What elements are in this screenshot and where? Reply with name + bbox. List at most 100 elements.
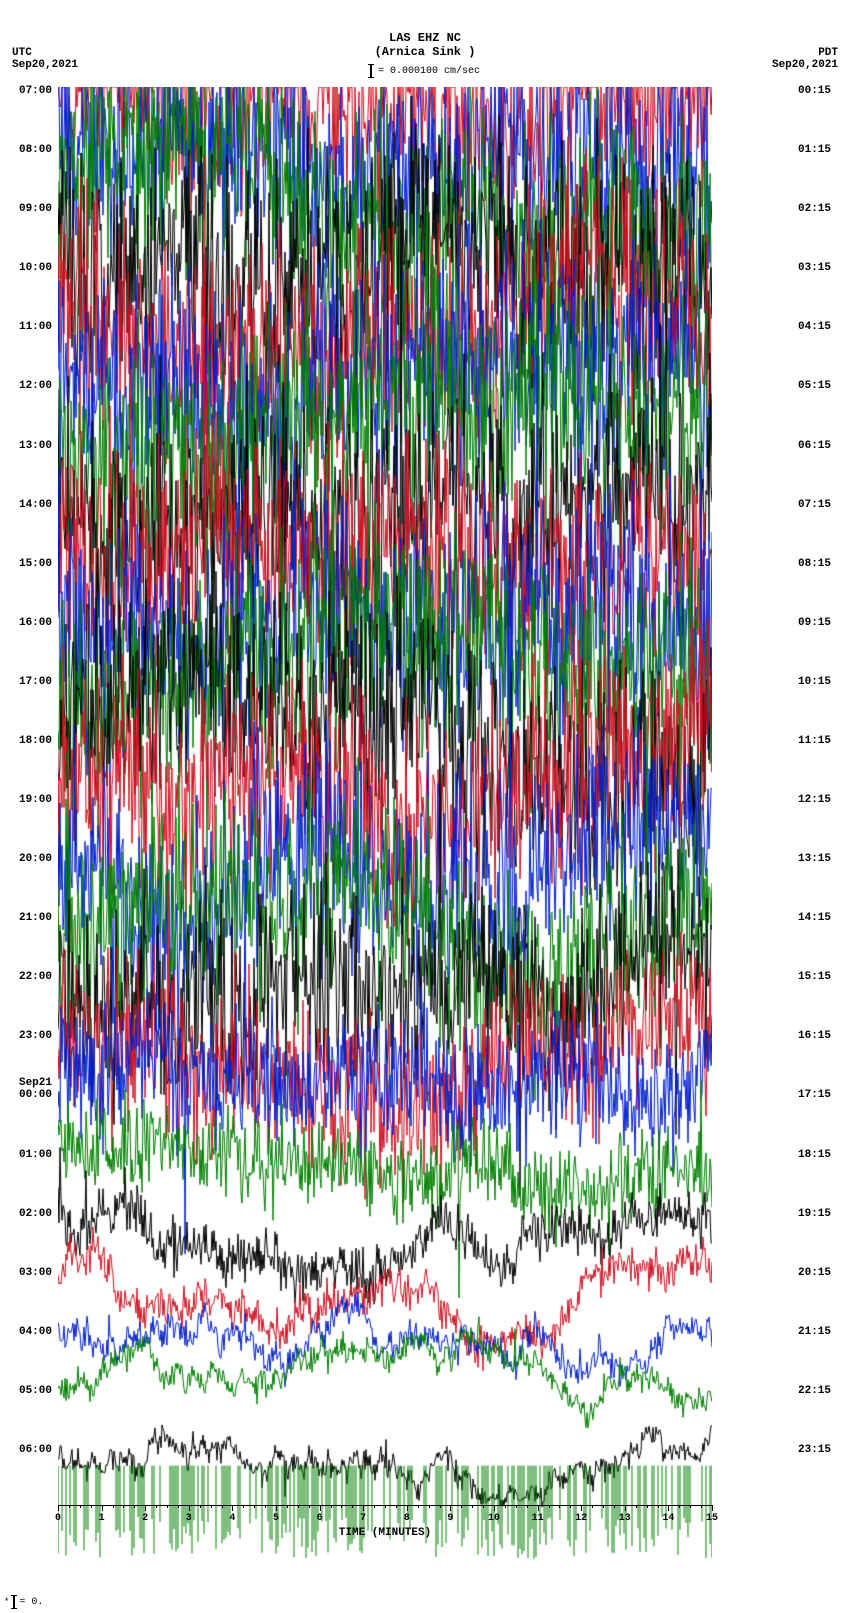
left-time-label: 04:00 bbox=[19, 1326, 52, 1338]
right-time-label: 20:15 bbox=[798, 1267, 831, 1279]
seismogram-canvas bbox=[58, 87, 712, 1605]
left-time-label: 00:00 bbox=[19, 1089, 52, 1101]
x-major-tick bbox=[189, 1505, 190, 1511]
left-time-label: 09:00 bbox=[19, 203, 52, 215]
right-time-label: 02:15 bbox=[798, 203, 831, 215]
x-major-tick bbox=[232, 1505, 233, 1511]
x-minor-tick bbox=[113, 1505, 114, 1508]
left-time-label: 19:00 bbox=[19, 794, 52, 806]
seismogram-plot bbox=[58, 87, 712, 1505]
left-time-label: 07:00 bbox=[19, 85, 52, 97]
x-tick-label: 0 bbox=[55, 1513, 61, 1524]
x-tick-label: 15 bbox=[706, 1513, 718, 1524]
right-time-label: 22:15 bbox=[798, 1385, 831, 1397]
right-time-label: 00:15 bbox=[798, 85, 831, 97]
right-time-label: 06:15 bbox=[798, 440, 831, 452]
x-minor-tick bbox=[570, 1505, 571, 1508]
x-major-tick bbox=[320, 1505, 321, 1511]
x-minor-tick bbox=[91, 1505, 92, 1508]
right-time-label: 21:15 bbox=[798, 1326, 831, 1338]
x-tick-label: 11 bbox=[532, 1513, 544, 1524]
x-tick-label: 9 bbox=[447, 1513, 453, 1524]
tz-left-date: Sep20,2021 bbox=[12, 59, 78, 71]
x-minor-tick bbox=[156, 1505, 157, 1508]
x-tick-label: 6 bbox=[317, 1513, 323, 1524]
left-time-label: 11:00 bbox=[19, 321, 52, 333]
x-tick-label: 1 bbox=[99, 1513, 105, 1524]
x-minor-tick bbox=[200, 1505, 201, 1508]
tz-left-block: UTC Sep20,2021 bbox=[12, 47, 78, 71]
x-minor-tick bbox=[243, 1505, 244, 1508]
x-major-tick bbox=[581, 1505, 582, 1511]
right-time-label: 09:15 bbox=[798, 617, 831, 629]
left-time-label: 10:00 bbox=[19, 262, 52, 274]
footer-scale: * = 0. bbox=[4, 1595, 43, 1609]
x-minor-tick bbox=[222, 1505, 223, 1508]
x-minor-tick bbox=[331, 1505, 332, 1508]
x-minor-tick bbox=[134, 1505, 135, 1508]
x-minor-tick bbox=[352, 1505, 353, 1508]
x-tick-label: 2 bbox=[142, 1513, 148, 1524]
x-minor-tick bbox=[658, 1505, 659, 1508]
left-time-label: 15:00 bbox=[19, 558, 52, 570]
x-minor-tick bbox=[701, 1505, 702, 1508]
x-tick-label: 13 bbox=[619, 1513, 631, 1524]
left-time-label: 08:00 bbox=[19, 144, 52, 156]
x-minor-tick bbox=[592, 1505, 593, 1508]
tz-right-date: Sep20,2021 bbox=[772, 59, 838, 71]
right-time-label: 18:15 bbox=[798, 1149, 831, 1161]
station-name: (Arnica Sink ) bbox=[375, 45, 476, 59]
x-minor-tick bbox=[309, 1505, 310, 1508]
right-time-label: 08:15 bbox=[798, 558, 831, 570]
x-axis-title: TIME (MINUTES) bbox=[339, 1527, 431, 1539]
x-major-tick bbox=[58, 1505, 59, 1511]
scale-text: = 0.000100 cm/sec bbox=[378, 66, 480, 77]
x-minor-tick bbox=[418, 1505, 419, 1508]
x-minor-tick bbox=[636, 1505, 637, 1508]
right-time-label: 13:15 bbox=[798, 853, 831, 865]
left-time-label: 16:00 bbox=[19, 617, 52, 629]
x-tick-label: 7 bbox=[360, 1513, 366, 1524]
footer-scale-text: = 0. bbox=[19, 1597, 43, 1608]
left-time-label: 14:00 bbox=[19, 499, 52, 511]
x-major-tick bbox=[450, 1505, 451, 1511]
x-axis: TIME (MINUTES) 0123456789101112131415 bbox=[58, 1505, 712, 1565]
x-minor-tick bbox=[440, 1505, 441, 1508]
x-minor-tick bbox=[167, 1505, 168, 1508]
x-major-tick bbox=[538, 1505, 539, 1511]
right-time-label: 17:15 bbox=[798, 1089, 831, 1101]
x-minor-tick bbox=[603, 1505, 604, 1508]
x-tick-label: 12 bbox=[575, 1513, 587, 1524]
x-tick-label: 10 bbox=[488, 1513, 500, 1524]
left-time-label: 21:00 bbox=[19, 912, 52, 924]
left-time-label: 20:00 bbox=[19, 853, 52, 865]
left-time-label: 05:00 bbox=[19, 1385, 52, 1397]
right-time-axis: 00:1501:1502:1503:1504:1505:1506:1507:15… bbox=[794, 87, 850, 1505]
x-minor-tick bbox=[614, 1505, 615, 1508]
scale-bar-icon bbox=[370, 64, 372, 78]
title-block: LAS EHZ NC (Arnica Sink ) bbox=[375, 31, 476, 59]
right-time-label: 05:15 bbox=[798, 380, 831, 392]
x-tick-label: 5 bbox=[273, 1513, 279, 1524]
x-major-tick bbox=[494, 1505, 495, 1511]
tz-right-block: PDT Sep20,2021 bbox=[772, 47, 838, 71]
x-minor-tick bbox=[472, 1505, 473, 1508]
left-date-marker: Sep21 bbox=[19, 1077, 52, 1089]
x-minor-tick bbox=[178, 1505, 179, 1508]
x-minor-tick bbox=[80, 1505, 81, 1508]
right-time-label: 10:15 bbox=[798, 676, 831, 688]
right-time-label: 12:15 bbox=[798, 794, 831, 806]
right-time-label: 23:15 bbox=[798, 1444, 831, 1456]
left-time-label: 01:00 bbox=[19, 1149, 52, 1161]
right-time-label: 14:15 bbox=[798, 912, 831, 924]
left-time-label: 06:00 bbox=[19, 1444, 52, 1456]
x-minor-tick bbox=[123, 1505, 124, 1508]
x-major-tick bbox=[363, 1505, 364, 1511]
right-time-label: 15:15 bbox=[798, 971, 831, 983]
x-major-tick bbox=[712, 1505, 713, 1511]
x-minor-tick bbox=[647, 1505, 648, 1508]
x-major-tick bbox=[407, 1505, 408, 1511]
right-time-label: 19:15 bbox=[798, 1208, 831, 1220]
x-minor-tick bbox=[385, 1505, 386, 1508]
x-tick-label: 3 bbox=[186, 1513, 192, 1524]
